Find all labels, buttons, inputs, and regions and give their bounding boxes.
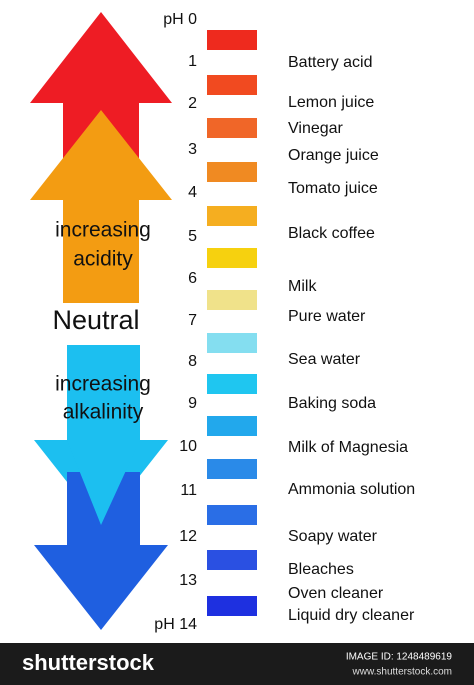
- footer: [0, 643, 474, 685]
- substance-label: Pure water: [288, 308, 366, 325]
- ph-label: pH 14: [154, 616, 197, 633]
- arrow-text: acidity: [73, 248, 133, 271]
- footer-site: www.shutterstock.com: [352, 667, 452, 678]
- substance-label: Sea water: [288, 351, 361, 368]
- substance-label: Tomato juice: [288, 180, 378, 197]
- substance-label: Vinegar: [288, 120, 344, 137]
- ph-label: 3: [188, 141, 197, 158]
- arrow-overlap: [67, 440, 140, 525]
- ph-label: 13: [179, 572, 197, 589]
- ph-label: pH 0: [163, 11, 197, 28]
- ph-label: 4: [188, 184, 197, 201]
- ph-color-bar: [207, 162, 257, 182]
- substance-label: Milk: [288, 278, 317, 295]
- substance-label: Battery acid: [288, 54, 372, 71]
- ph-color-bar: [207, 596, 257, 616]
- ph-color-bar: [207, 505, 257, 525]
- ph-color-bar: [207, 459, 257, 479]
- substance-label: Liquid dry cleaner: [288, 607, 415, 624]
- ph-color-bar: [207, 30, 257, 50]
- substance-label: Bleaches: [288, 561, 354, 578]
- ph-color-bar: [207, 374, 257, 394]
- blue-arrow: [34, 472, 168, 630]
- substance-label: Black coffee: [288, 225, 375, 242]
- ph-label: 7: [188, 312, 197, 329]
- orange-arrow: [30, 110, 172, 303]
- arrow-text: increasing: [55, 373, 151, 396]
- substance-label: Baking soda: [288, 395, 376, 412]
- ph-color-bar: [207, 75, 257, 95]
- ph-color-bar: [207, 118, 257, 138]
- ph-label: 8: [188, 353, 197, 370]
- ph-label: 11: [180, 482, 197, 499]
- ph-label: 9: [188, 395, 197, 412]
- ph-color-bar: [207, 416, 257, 436]
- substance-label: Milk of Magnesia: [288, 439, 408, 456]
- neutral-label: Neutral: [52, 305, 139, 335]
- red-arrow: [30, 12, 172, 200]
- substance-label: Soapy water: [288, 528, 378, 545]
- ph-color-bar: [207, 290, 257, 310]
- footer-id: IMAGE ID: 1248489619: [346, 652, 453, 663]
- arrow-text: increasing: [55, 219, 151, 242]
- ph-color-bar: [207, 206, 257, 226]
- ph-label: 2: [188, 95, 197, 112]
- substance-label: Orange juice: [288, 147, 379, 164]
- ph-label: 10: [179, 438, 197, 455]
- ph-label: 12: [179, 528, 197, 545]
- ph-label: 1: [188, 53, 197, 70]
- footer-logo: shutterstock: [22, 650, 155, 675]
- ph-color-bar: [207, 550, 257, 570]
- ph-color-bar: [207, 248, 257, 268]
- arrow-text: alkalinity: [63, 401, 144, 424]
- ph-label: 5: [188, 228, 197, 245]
- ph-label: 6: [188, 270, 197, 287]
- substance-label: Lemon juice: [288, 94, 374, 111]
- substance-label: Ammonia solution: [288, 481, 415, 498]
- substance-label: Oven cleaner: [288, 585, 384, 602]
- ph-color-bar: [207, 333, 257, 353]
